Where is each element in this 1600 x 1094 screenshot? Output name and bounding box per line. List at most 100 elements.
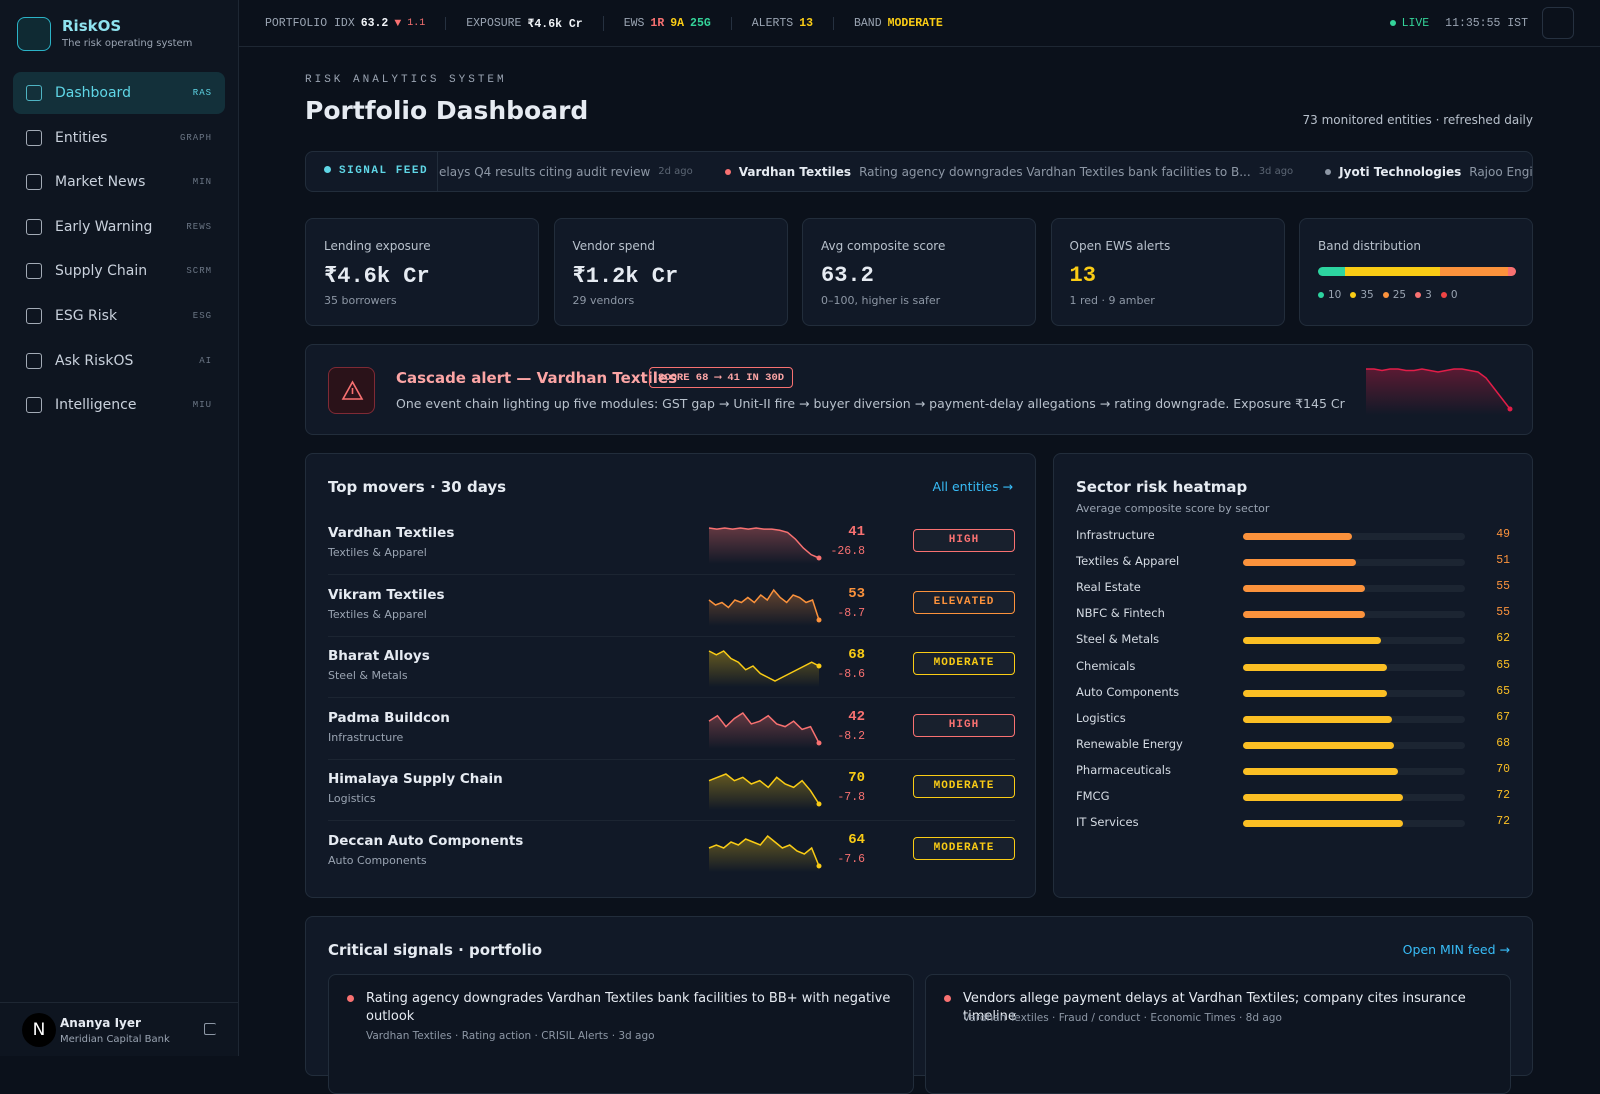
band-legend-item: 3 (1415, 289, 1432, 301)
band-badge: ELEVATED (913, 590, 1015, 614)
cascade-title: Cascade alert — Vardhan Textiles (396, 369, 678, 387)
band-bar (1318, 267, 1516, 276)
feed-label: SIGNAL FEED (306, 152, 438, 191)
nav-item[interactable]: Intelligence MIU (13, 384, 225, 426)
sector-value: 51 (1496, 554, 1510, 568)
signals-title: Critical signals · portfolio (328, 941, 543, 959)
movers-panel: Top movers · 30 days All entities → Vard… (305, 453, 1036, 898)
bar-track (1243, 611, 1465, 619)
signals-link[interactable]: Open MIN feed → (1402, 942, 1510, 957)
bar (1243, 767, 1399, 775)
kpi-sub: 29 vendors (572, 294, 635, 307)
nav-item[interactable]: ESG Risk ESG (13, 295, 225, 337)
nav-item[interactable]: Dashboard RAS (13, 72, 225, 114)
nav-item[interactable]: Ask RiskOS AI (13, 340, 225, 382)
clock: 11:35:55 IST (1445, 16, 1528, 30)
sector-name: IT Services (1076, 815, 1139, 830)
mover-sector: Steel & Metals (328, 669, 408, 682)
spark-area (709, 651, 819, 687)
nav-label: Entities (55, 129, 108, 146)
spark-end (816, 801, 822, 807)
nav-item[interactable]: Supply Chain SCRM (13, 250, 225, 292)
sector-value: 67 (1496, 710, 1510, 724)
band-badge: MODERATE (913, 836, 1015, 860)
band-legend: 10 35 25 3 0 (1318, 289, 1458, 301)
bar (1243, 637, 1381, 645)
band-legend-item: 0 (1440, 289, 1458, 301)
feed-item: Jyoti Technologies Rajoo Engineers Share (1325, 164, 1532, 179)
mover-row: Bharat Alloys Steel & Metals 68 -8.6 MODERAT… (328, 637, 1015, 698)
feed-entity: Jyoti Technologies (1339, 164, 1462, 179)
nav-label: ESG Risk (55, 308, 118, 324)
nav-code: ESG (192, 311, 212, 321)
logout[interactable] (204, 1023, 216, 1035)
sector-value: 62 (1496, 632, 1510, 646)
bar-track (1243, 689, 1465, 697)
sector-value: 70 (1496, 762, 1510, 776)
band-label: BAND (854, 16, 882, 30)
page-title: Portfolio Dashboard (305, 96, 589, 125)
mover-score: 70 (848, 770, 865, 786)
nav-code: SCRM (186, 266, 212, 277)
spark-end (816, 863, 822, 868)
kpi-label: Lending exposure (324, 239, 431, 253)
mover-sparkline (708, 650, 822, 687)
spark-area (709, 712, 819, 749)
live-dot (1389, 20, 1396, 26)
spark-end (1507, 406, 1513, 412)
bar-track (1243, 820, 1465, 828)
nav-item[interactable]: Entities GRAPH (13, 117, 225, 159)
kpi-card: Open EWS alerts 13 1 red · 9 amber (1050, 218, 1285, 326)
cascade-badge: SCORE 68 ⟶ 41 IN 30D (649, 367, 794, 388)
mover-change: -8.7 (837, 606, 865, 620)
mover-change: -26.8 (830, 545, 865, 558)
mover-score: 41 (848, 524, 865, 540)
bar (1243, 559, 1357, 567)
mover-name: Padma Buildcon (328, 709, 450, 726)
kpi-value: ₹4.6k Cr (324, 264, 430, 289)
cascade-text: One event chain lighting up five modules… (396, 396, 1346, 411)
kpi-sub: 35 borrowers (324, 294, 397, 307)
nav-item[interactable]: Market News MIN (13, 161, 225, 203)
alert-icon (328, 367, 375, 414)
user-box: N Ananya Iyer Meridian Capital Bank (0, 1002, 239, 1056)
nav-icon (26, 218, 42, 235)
movers-link[interactable]: All entities → (932, 479, 1013, 494)
signal-headline: Rating agency downgrades Vardhan Textile… (366, 991, 891, 1024)
band-value: MODERATE (887, 16, 943, 30)
kpi-card: Lending exposure ₹4.6k Cr 35 borrowers (305, 218, 539, 326)
user-org: Meridian Capital Bank (60, 1034, 170, 1045)
mover-row: Himalaya Supply Chain Logistics 70 -7.8 MODE… (328, 760, 1015, 821)
bar-track (1243, 741, 1465, 749)
spark-area (709, 528, 819, 564)
kpi-label: Open EWS alerts (1069, 239, 1171, 253)
spark-area (709, 774, 819, 810)
feed-age: 2d ago (658, 166, 693, 177)
nav-label: Intelligence (55, 397, 137, 414)
logo (17, 17, 51, 51)
idx-change: 1.1 (407, 17, 426, 29)
nav-code: REWS (186, 221, 212, 232)
signal-feed: SIGNAL FEED elays Q4 results citing audi… (305, 151, 1533, 192)
alert-glyph (341, 380, 364, 400)
sector-name: Steel & Metals (1076, 632, 1160, 647)
mover-sparkline (708, 588, 822, 626)
exposure-value: ₹4.6k Cr (527, 17, 583, 31)
bar (1243, 741, 1394, 749)
spark-line (708, 527, 820, 559)
bar (1243, 663, 1388, 671)
theme-toggle[interactable] (1542, 7, 1574, 39)
nav-icon (26, 129, 42, 146)
kpi-label: Band distribution (1318, 239, 1422, 253)
sector-name: Renewable Energy (1076, 736, 1183, 751)
band-segment (1345, 267, 1441, 276)
signal-dot (944, 995, 951, 1002)
nav-item[interactable]: Early Warning REWS (13, 206, 225, 248)
sector-value: 55 (1496, 580, 1510, 594)
legend-value: 25 (1392, 289, 1407, 301)
kpi-sub: 1 red · 9 amber (1069, 294, 1155, 307)
ews-amber: 9A (670, 16, 685, 30)
nav-icon (26, 174, 42, 191)
mover-name: Deccan Auto Components (328, 832, 524, 849)
